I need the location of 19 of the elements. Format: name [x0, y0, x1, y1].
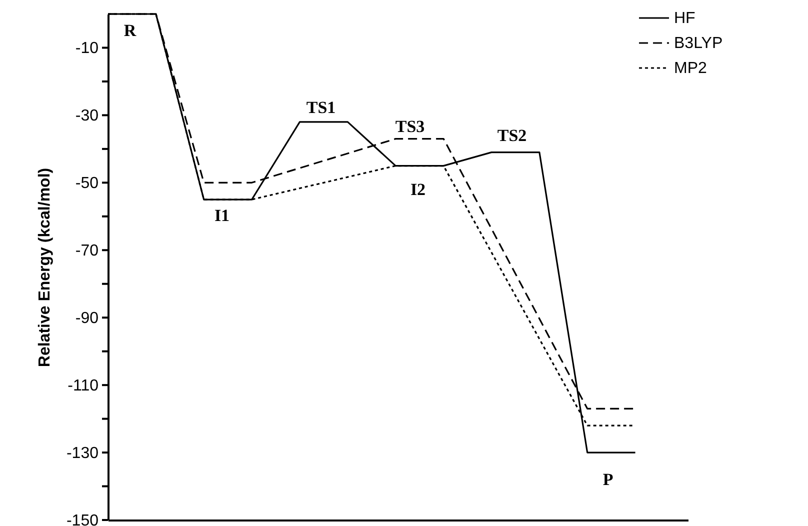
annotation: TS1: [306, 98, 336, 117]
annotation: TS3: [395, 117, 425, 136]
y-tick-label: -10: [75, 40, 99, 58]
y-tick-label: -110: [68, 378, 99, 395]
legend-label: MP2: [674, 60, 707, 77]
y-tick-label: -150: [66, 512, 99, 526]
annotation: P: [602, 470, 614, 489]
y-tick-label: -30: [75, 108, 99, 125]
annotation: R: [124, 21, 137, 40]
y-tick-label: -50: [75, 175, 99, 192]
annotation: I2: [410, 180, 426, 199]
legend-label: B3LYP: [674, 35, 723, 52]
legend-label: HF: [674, 10, 696, 27]
annotation: I1: [214, 206, 230, 225]
annotation: TS2: [497, 126, 527, 145]
y-tick-label: -70: [75, 242, 99, 260]
y-tick-label: -130: [66, 445, 99, 462]
y-axis-title: Relative Energy (kcal/mol): [36, 168, 54, 368]
y-tick-label: -90: [75, 310, 99, 328]
